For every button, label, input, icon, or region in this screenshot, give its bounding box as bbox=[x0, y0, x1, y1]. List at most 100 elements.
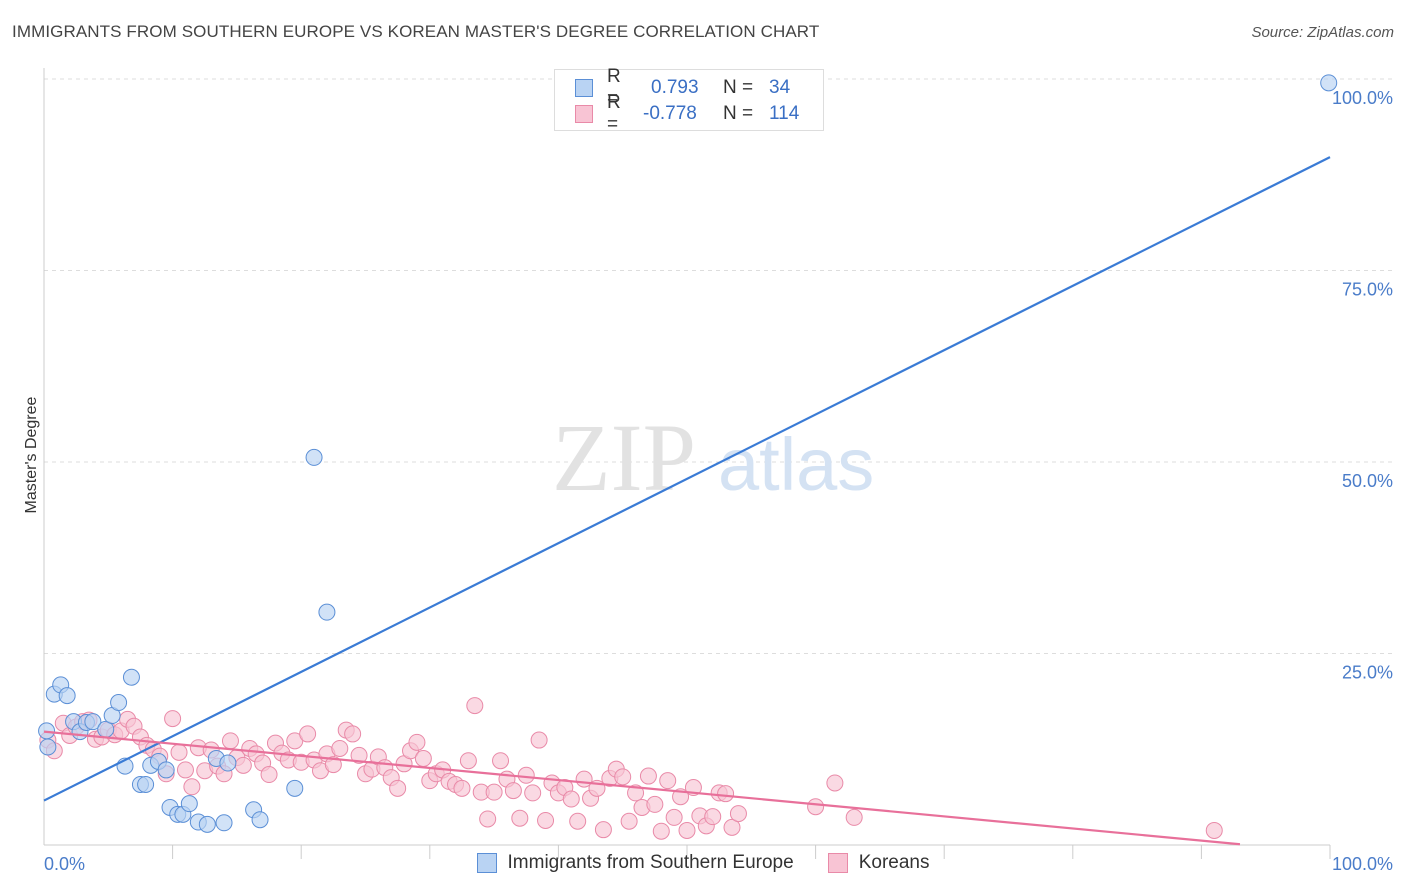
korean-point bbox=[530, 731, 548, 749]
korean-point bbox=[479, 810, 497, 828]
southern-europe-point bbox=[84, 713, 102, 731]
korean-point bbox=[569, 812, 587, 830]
southern-europe-point bbox=[305, 448, 323, 466]
watermark-atlas: atlas bbox=[718, 423, 874, 506]
korean-point bbox=[221, 732, 239, 750]
legend-label: Koreans bbox=[858, 852, 930, 873]
legend-item-koreans: Koreans bbox=[827, 852, 930, 874]
korean-point bbox=[492, 752, 510, 770]
southern-europe-point bbox=[215, 814, 233, 832]
korean-point bbox=[234, 756, 252, 774]
y-tick-label: 100.0% bbox=[1332, 88, 1393, 108]
blue-swatch bbox=[476, 853, 497, 873]
korean-point bbox=[344, 725, 362, 743]
korean-point bbox=[485, 783, 503, 801]
pink-swatch bbox=[575, 105, 593, 123]
stats-row-southern-europe: R = 0.793 N = 34 bbox=[575, 66, 791, 109]
korean-point bbox=[324, 756, 342, 774]
korean-point bbox=[164, 710, 182, 728]
korean-point bbox=[562, 790, 580, 808]
series-legend: Immigrants from Southern Europe Koreans bbox=[0, 852, 1406, 874]
korean-point bbox=[652, 822, 670, 840]
r-value: -0.778 bbox=[643, 103, 697, 124]
blue-swatch bbox=[575, 79, 593, 97]
korean-point bbox=[176, 761, 194, 779]
watermark: ZIP atlas bbox=[552, 404, 874, 511]
korean-point bbox=[511, 809, 529, 827]
southern-europe-point bbox=[251, 811, 269, 829]
southern-europe-point bbox=[180, 795, 198, 813]
southern-europe-point bbox=[137, 775, 155, 793]
korean-point bbox=[389, 779, 407, 797]
y-axis-label: Master's Degree bbox=[23, 396, 40, 513]
korean-point bbox=[183, 778, 201, 796]
korean-point bbox=[659, 772, 677, 790]
korean-point bbox=[845, 808, 863, 826]
korean-trend-line bbox=[43, 730, 1241, 846]
korean-point bbox=[646, 795, 664, 813]
watermark-zip: ZIP bbox=[552, 404, 696, 511]
korean-point bbox=[459, 752, 477, 770]
korean-point bbox=[170, 743, 188, 761]
southern-europe-point bbox=[198, 815, 216, 833]
southern-europe-points bbox=[38, 74, 1338, 833]
x-tick-label: 0.0% bbox=[44, 854, 85, 874]
korean-point bbox=[466, 697, 484, 715]
korean-point bbox=[524, 784, 542, 802]
korean-point bbox=[299, 725, 317, 743]
korean-point bbox=[717, 785, 735, 803]
n-label: N = bbox=[723, 103, 754, 124]
southern-europe-point bbox=[219, 754, 237, 772]
korean-point bbox=[704, 808, 722, 826]
y-tick-label: 75.0% bbox=[1342, 280, 1393, 300]
korean-point bbox=[260, 766, 278, 784]
korean-point bbox=[614, 768, 632, 786]
korean-point bbox=[620, 812, 638, 830]
r-label: R = bbox=[607, 66, 621, 109]
chart-title: IMMIGRANTS FROM SOUTHERN EUROPE VS KOREA… bbox=[12, 22, 820, 41]
korean-point bbox=[826, 774, 844, 792]
southern-europe-point bbox=[122, 668, 140, 686]
southern-europe-point bbox=[58, 687, 76, 705]
korean-point bbox=[331, 739, 349, 757]
southern-europe-point bbox=[110, 694, 128, 712]
n-value: 114 bbox=[769, 103, 800, 124]
southern-europe-trend-line bbox=[43, 156, 1331, 802]
southern-europe-point bbox=[1320, 74, 1338, 92]
x-tick-marks bbox=[172, 845, 1331, 859]
stats-row-koreans: R = -0.778 N = 114 bbox=[575, 92, 800, 135]
pink-swatch bbox=[827, 853, 848, 873]
y-tick-label: 50.0% bbox=[1342, 471, 1393, 491]
southern-europe-point bbox=[318, 603, 336, 621]
southern-europe-point bbox=[157, 761, 175, 779]
korean-point bbox=[723, 818, 741, 836]
r-label: R = bbox=[607, 92, 621, 135]
korean-point bbox=[537, 811, 555, 829]
korean-point bbox=[453, 779, 471, 797]
korean-point bbox=[807, 798, 825, 816]
r-value: 0.793 bbox=[651, 77, 699, 98]
korean-point bbox=[729, 805, 747, 823]
korean-point bbox=[627, 784, 645, 802]
korean-point bbox=[639, 767, 657, 785]
southern-europe-point bbox=[286, 779, 304, 797]
korean-point bbox=[1205, 821, 1223, 839]
x-tick-label: 100.0% bbox=[1332, 854, 1393, 874]
grid-lines bbox=[44, 78, 1395, 654]
korean-point bbox=[665, 808, 683, 826]
n-label: N = bbox=[723, 77, 754, 98]
y-tick-labels: 25.0% 50.0% 75.0% 100.0% bbox=[1332, 88, 1393, 683]
korean-point bbox=[517, 766, 535, 784]
stats-legend: R = 0.793 N = 34 R = -0.778 N = 114 bbox=[554, 66, 824, 135]
n-value: 34 bbox=[769, 77, 791, 98]
korean-point bbox=[504, 782, 522, 800]
legend-item-southern-europe: Immigrants from Southern Europe bbox=[476, 852, 794, 874]
legend-label: Immigrants from Southern Europe bbox=[507, 852, 794, 873]
korean-point bbox=[350, 746, 368, 764]
korean-point bbox=[594, 821, 612, 839]
korean-point bbox=[408, 733, 426, 751]
southern-europe-point bbox=[39, 738, 57, 756]
korean-point bbox=[414, 749, 432, 767]
trend-lines bbox=[43, 156, 1331, 846]
